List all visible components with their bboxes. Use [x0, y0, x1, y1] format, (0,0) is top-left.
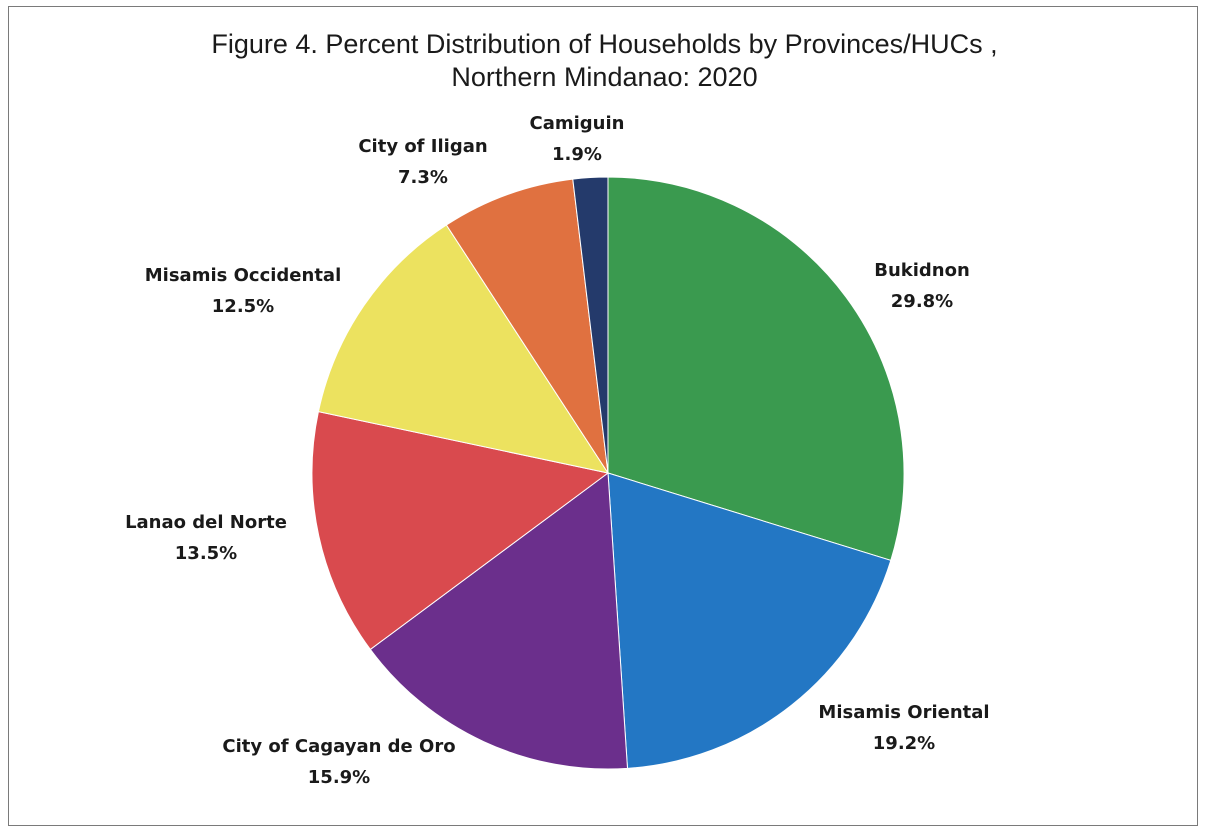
slice-name-label: Misamis Occidental: [145, 265, 342, 286]
slice-percent-label: 7.3%: [398, 167, 448, 188]
slice-name-label: Camiguin: [530, 113, 625, 134]
slice-name-label: City of Cagayan de Oro: [222, 736, 455, 757]
slice-name-label: Misamis Oriental: [818, 702, 989, 723]
slice-percent-label: 29.8%: [891, 291, 953, 312]
slice-percent-label: 13.5%: [175, 543, 237, 564]
slice-name-label: Bukidnon: [874, 260, 970, 281]
slice-percent-label: 15.9%: [308, 767, 370, 788]
slice-percent-label: 19.2%: [873, 733, 935, 754]
slice-name-label: City of Iligan: [358, 136, 487, 157]
slice-name-label: Lanao del Norte: [125, 512, 287, 533]
slice-percent-label: 12.5%: [212, 296, 274, 317]
pie-slices: [312, 177, 904, 769]
slice-percent-label: 1.9%: [552, 144, 602, 165]
